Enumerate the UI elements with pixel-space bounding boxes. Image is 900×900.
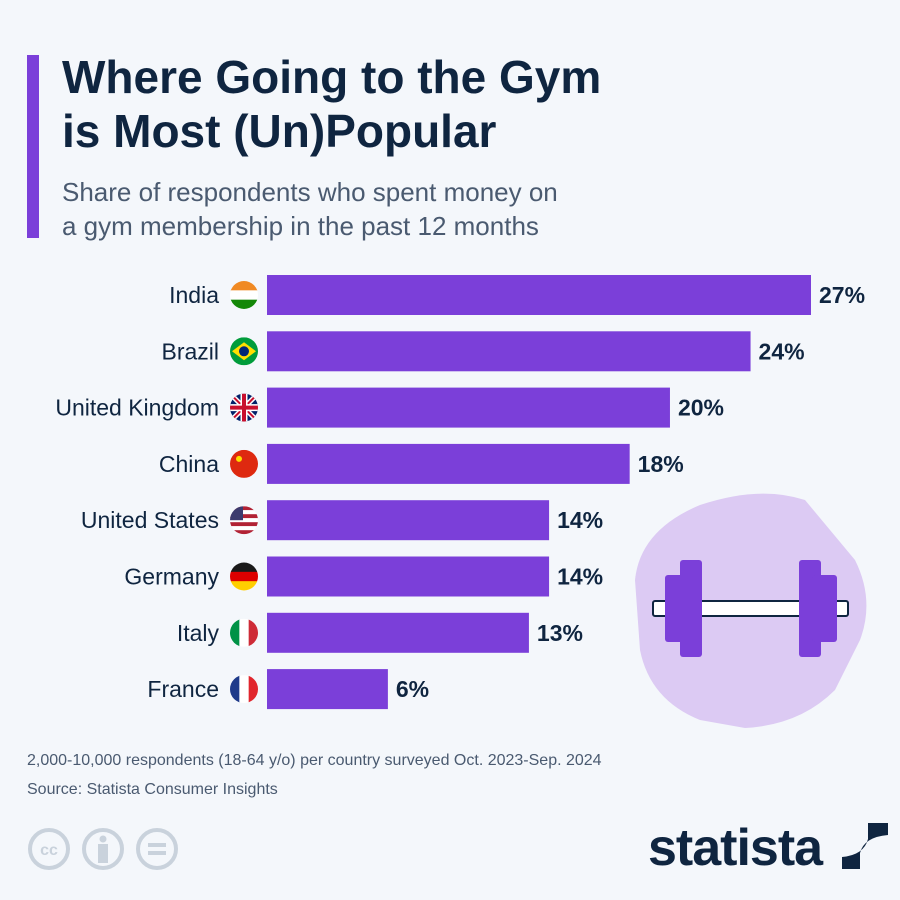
- accent-bar: [27, 55, 39, 238]
- bar: [267, 275, 811, 315]
- category-label: Italy: [177, 620, 220, 646]
- chart-title: Where Going to the Gym is Most (Un)Popul…: [62, 50, 862, 158]
- category-label: Germany: [124, 564, 219, 590]
- value-label: 27%: [819, 282, 865, 308]
- dumbbell-icon: [652, 560, 849, 657]
- category-label: United Kingdom: [55, 395, 219, 421]
- svg-text:cc: cc: [40, 842, 58, 859]
- value-label: 6%: [396, 676, 429, 702]
- flag-icon: [230, 506, 258, 535]
- bar-row: China 18%: [159, 443, 684, 484]
- value-label: 20%: [678, 395, 724, 421]
- bar: [267, 387, 670, 428]
- value-label: 14%: [557, 564, 603, 590]
- value-label: 14%: [557, 507, 603, 533]
- license-icons[interactable]: cc: [27, 826, 187, 872]
- flag-icon: [230, 393, 258, 422]
- statista-logo-icon: [841, 823, 888, 869]
- subtitle-line-2: a gym membership in the past 12 months: [62, 211, 539, 241]
- title-line-2: is Most (Un)Popular: [62, 105, 497, 157]
- bar-row: United Kingdom 20%: [55, 387, 724, 428]
- bar-row: Brazil 24%: [161, 331, 805, 372]
- value-label: 13%: [537, 620, 583, 646]
- attribution-icon: [82, 828, 124, 870]
- category-label: China: [159, 451, 219, 477]
- bar-row: United States 14%: [81, 500, 603, 541]
- title-line-1: Where Going to the Gym: [62, 51, 602, 103]
- bar-row: France 6%: [147, 669, 429, 710]
- bar-row: Italy 13%: [177, 612, 583, 653]
- bar-row: Germany 14%: [124, 556, 603, 597]
- flag-icon: [230, 449, 258, 478]
- bar: [267, 443, 630, 484]
- category-label: France: [147, 676, 219, 702]
- statista-logo[interactable]: statista: [648, 818, 888, 878]
- bar: [267, 612, 529, 653]
- bar: [267, 669, 388, 710]
- subtitle-line-1: Share of respondents who spent money on: [62, 177, 558, 207]
- flag-icon: [230, 337, 258, 366]
- source-note: Source: Statista Consumer Insights: [27, 781, 278, 798]
- flag-icon: [230, 562, 258, 591]
- no-derivatives-icon: [136, 828, 178, 870]
- flag-icon: [230, 675, 258, 704]
- dumbbell-illustration: [635, 493, 867, 728]
- value-label: 24%: [759, 338, 805, 364]
- value-label: 18%: [638, 451, 684, 477]
- chart-subtitle: Share of respondents who spent money on …: [62, 175, 762, 243]
- flag-icon: [230, 281, 258, 309]
- bar: [267, 331, 751, 372]
- bar: [267, 556, 550, 597]
- cc-icon: cc: [28, 828, 70, 870]
- bar: [267, 500, 550, 541]
- bar-row: India 27%: [169, 275, 865, 315]
- footnote: 2,000-10,000 respondents (18-64 y/o) per…: [27, 752, 602, 769]
- category-label: Brazil: [161, 338, 219, 364]
- category-label: India: [169, 282, 219, 308]
- category-label: United States: [81, 507, 219, 533]
- flag-icon: [230, 618, 258, 647]
- logo-text: statista: [648, 819, 823, 877]
